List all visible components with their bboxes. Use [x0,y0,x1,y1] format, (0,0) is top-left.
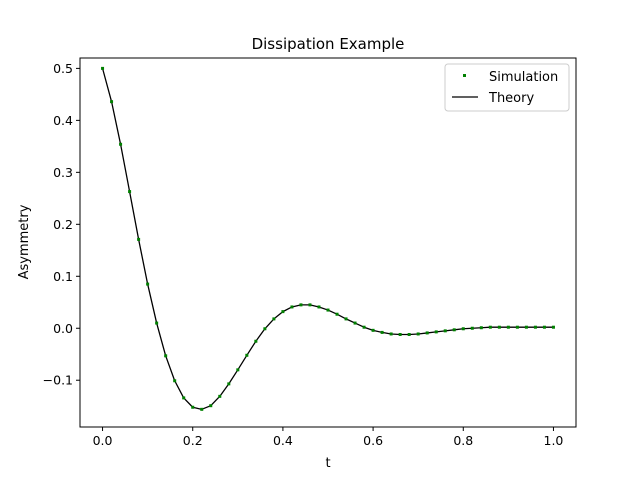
y-tick-label: 0.3 [53,165,73,180]
axes-frame [79,57,577,428]
legend-simulation-marker [463,74,466,77]
simulation-point [326,308,330,312]
simulation-point [497,325,501,329]
simulation-point [218,394,222,398]
simulation-point [290,305,294,309]
y-tick-label: 0.1 [53,269,73,284]
simulation-point [182,396,186,400]
simulation-point [263,327,267,331]
legend: Simulation Theory [444,63,570,112]
simulation-point [245,353,249,357]
simulation-point [371,328,375,332]
simulation-point [407,332,411,336]
theory-line [101,68,554,410]
simulation-point [398,332,402,336]
x-tick-label: 0.6 [363,433,383,448]
simulation-point [443,329,447,333]
y-tick-label: 0.5 [53,61,73,76]
simulation-point [128,190,132,194]
simulation-point [452,328,456,332]
simulation-point [281,310,285,314]
simulation-point [470,326,474,330]
simulation-point [191,405,195,409]
simulation-point [434,330,438,334]
simulation-point [524,325,528,329]
chart-title: Dissipation Example [252,35,405,53]
legend-simulation-label: Simulation [489,70,558,85]
simulation-point [515,325,519,329]
simulation-point [344,317,348,321]
y-axis-label: Asymmetry [17,204,32,279]
simulation-point [164,354,168,358]
x-tick-label: 0.2 [183,433,203,448]
x-axis-label: t [325,456,330,471]
simulation-point [479,326,483,330]
simulation-point [542,325,546,329]
x-tick-label: 0.8 [453,433,473,448]
simulation-point [119,142,123,146]
simulation-point [155,321,159,325]
simulation-point [380,330,384,334]
simulation-point [416,332,420,336]
simulation-point [533,325,537,329]
simulation-point [272,317,276,321]
y-tick-label: 0.4 [53,113,73,128]
simulation-point [137,237,141,241]
simulation-point [110,100,114,104]
x-tick-label: 0.0 [93,433,113,448]
simulation-point [425,331,429,335]
simulation-point [362,325,366,329]
legend-box [444,63,570,112]
y-tick-label: 0.0 [53,321,73,336]
y-tick-label: −0.1 [43,373,73,388]
simulation-point [254,339,258,343]
simulation-point [236,368,240,372]
y-tick-label: 0.2 [53,217,73,232]
simulation-point [173,379,177,383]
simulation-point [335,312,339,316]
simulation-point [227,382,231,386]
simulation-point [209,404,213,408]
simulation-point [299,303,303,307]
simulation-point [308,303,312,307]
x-tick-label: 0.4 [273,433,293,448]
legend-theory-label: Theory [488,91,534,106]
simulation-point [200,407,204,411]
simulation-point [551,325,555,329]
x-tick-label: 1.0 [544,433,564,448]
simulation-point [146,282,150,286]
simulation-point [506,325,510,329]
simulation-point [488,325,492,329]
plot-area [101,66,555,411]
simulation-point [461,327,465,331]
simulation-point [101,66,105,70]
simulation-point [317,305,321,309]
simulation-point [353,321,357,325]
axis-ticks: 0.0 0.2 0.4 0.6 0.8 1.0 −0.1 0.0 0.1 0.2 0.3 0.4 0.5 [43,61,564,448]
simulation-point [389,332,393,336]
